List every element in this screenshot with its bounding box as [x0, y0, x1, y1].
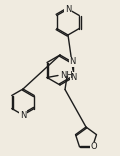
- Text: N: N: [20, 110, 26, 119]
- Text: NH: NH: [60, 71, 73, 80]
- Text: O: O: [91, 142, 97, 151]
- Text: N: N: [69, 58, 76, 66]
- Text: N: N: [70, 73, 77, 81]
- Text: N: N: [65, 5, 71, 14]
